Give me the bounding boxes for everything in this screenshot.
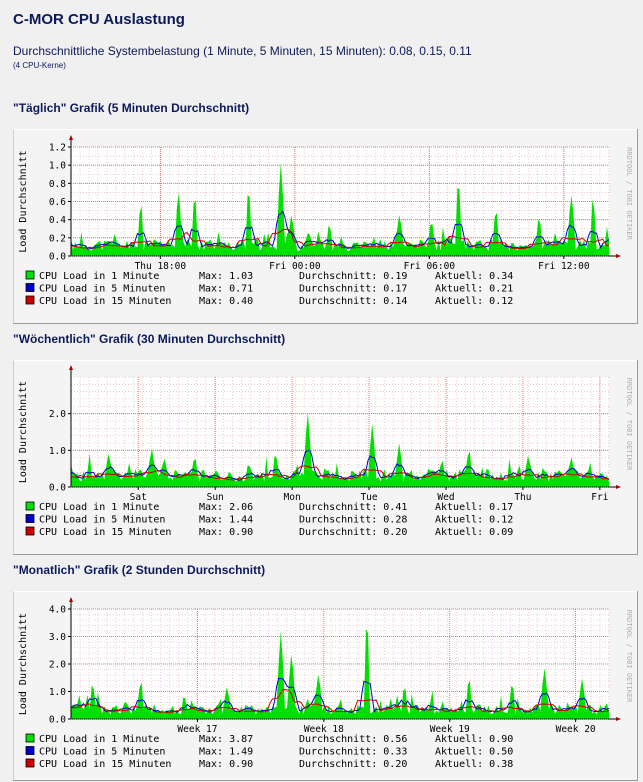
- rrdtool-watermark: RRDTOOL / TOBI OETIKER: [625, 378, 633, 472]
- legend-avg: Durchschnitt: 0.41: [299, 502, 407, 513]
- rrdtool-watermark: RRDTOOL / TOBI OETIKER: [625, 147, 633, 241]
- legend-series-name: CPU Load in 15 Minuten: [39, 296, 171, 307]
- x-tick-label: Wed: [437, 492, 454, 503]
- y-tick-label: 0.8: [49, 179, 66, 190]
- y-tick-label: 1.0: [49, 687, 66, 698]
- y-tick-label: 2.0: [49, 409, 66, 420]
- x-tick-label: Thu 18:00: [135, 261, 187, 272]
- legend-max: Max: 1.49: [199, 747, 253, 758]
- legend-current: Aktuell: 0.34: [435, 271, 513, 282]
- x-tick-label: Week 18: [304, 724, 344, 735]
- legend-swatch: [25, 733, 35, 743]
- legend-current: Aktuell: 0.50: [435, 747, 513, 758]
- y-tick-label: 2.0: [49, 660, 66, 671]
- x-tick-label: Fri 12:00: [538, 261, 590, 272]
- y-tick-label: 0.6: [49, 197, 66, 208]
- cpu-cores-note: (4 CPU-Kerne): [13, 61, 66, 70]
- legend-max: Max: 0.90: [199, 759, 253, 770]
- weekly-chart-title: "Wöchentlich" Grafik (30 Minuten Durchsc…: [13, 332, 286, 346]
- x-tick-label: Week 17: [177, 724, 217, 735]
- rrdtool-watermark: RRDTOOL / TOBI OETIKER: [625, 610, 633, 704]
- system-load-label: Durchschnittliche Systembelastung (1 Min…: [13, 44, 390, 58]
- series-1-minute-area: [71, 629, 609, 719]
- legend-max: Max: 1.44: [199, 515, 253, 526]
- series-15-minutes-line: [70, 465, 610, 481]
- legend-max: Max: 1.03: [199, 271, 253, 282]
- legend-series-name: CPU Load in 5 Minuten: [39, 284, 165, 295]
- series-1-minute-area: [71, 412, 609, 487]
- legend-avg: Durchschnitt: 0.17: [299, 284, 407, 295]
- x-tick-label: Sun: [207, 492, 224, 503]
- x-tick-label: Tue: [360, 492, 377, 503]
- y-tick-label: 0.2: [49, 233, 66, 244]
- legend-swatch: [25, 270, 35, 280]
- legend-series-name: CPU Load in 5 Minuten: [39, 747, 165, 758]
- x-tick-label: Fri 00:00: [269, 261, 321, 272]
- monthly-chart-title: "Monatlich" Grafik (2 Stunden Durchschni…: [13, 563, 266, 577]
- x-tick-label: Fri: [591, 492, 608, 503]
- y-axis-label: Load Durchschnitt: [18, 613, 29, 715]
- legend-avg: Durchschnitt: 0.20: [299, 527, 407, 538]
- legend-avg: Durchschnitt: 0.28: [299, 515, 407, 526]
- legend-avg: Durchschnitt: 0.20: [299, 759, 407, 770]
- x-tick-label: Fri 06:00: [404, 261, 456, 272]
- x-tick-label: Thu: [514, 492, 531, 503]
- weekly-chart: 0.0 1.0 2.0 Sat Sun Mon Tue Wed Thu Fri Load Durch…: [13, 360, 638, 555]
- y-axis-label: Load Durchschnitt: [18, 150, 29, 252]
- legend-current: Aktuell: 0.12: [435, 296, 513, 307]
- y-tick-label: 4.0: [49, 605, 66, 616]
- legend-swatch: [25, 501, 35, 511]
- legend-series-name: CPU Load in 5 Minuten: [39, 515, 165, 526]
- legend-avg: Durchschnitt: 0.33: [299, 747, 407, 758]
- legend-max: Max: 3.87: [199, 734, 253, 745]
- series-15-minutes-line: [70, 689, 610, 714]
- legend-series-name: CPU Load in 15 Minuten: [39, 759, 171, 770]
- legend-current: Aktuell: 0.21: [435, 284, 513, 295]
- legend-swatch: [25, 758, 35, 768]
- series-5-minutes-line: [70, 449, 610, 481]
- legend-avg: Durchschnitt: 0.56: [299, 734, 407, 745]
- legend-swatch: [25, 295, 35, 305]
- x-tick-label: Week 20: [556, 724, 596, 735]
- legend-swatch: [25, 514, 35, 523]
- legend-current: Aktuell: 0.90: [435, 734, 513, 745]
- legend-swatch: [25, 746, 35, 755]
- y-axis-label: Load Durchschnitt: [18, 381, 29, 483]
- legend-series-name: CPU Load in 15 Minuten: [39, 527, 171, 538]
- system-load-summary: Durchschnittliche Systembelastung (1 Min…: [13, 44, 472, 58]
- y-tick-label: 0.0: [49, 483, 66, 494]
- legend-current: Aktuell: 0.17: [435, 502, 513, 513]
- legend-max: Max: 0.40: [199, 296, 253, 307]
- x-tick-label: Week 19: [430, 724, 470, 735]
- monthly-chart: 0.0 1.0 2.0 3.0 4.0 Week 17 Week 18 Week 19 Week…: [13, 591, 638, 781]
- y-tick-label: 1.0: [49, 446, 66, 457]
- legend-series-name: CPU Load in 1 Minute: [39, 502, 159, 513]
- system-load-values: 0.08, 0.15, 0.11: [389, 44, 472, 58]
- series-5-minutes-line: [70, 210, 610, 250]
- y-tick-label: 0.0: [49, 715, 66, 726]
- legend-series-name: CPU Load in 1 Minute: [39, 734, 159, 745]
- legend-max: Max: 2.06: [199, 502, 253, 513]
- y-tick-label: 0.0: [49, 252, 66, 263]
- legend-series-name: CPU Load in 1 Minute: [39, 271, 159, 282]
- y-tick-label: 1.0: [49, 161, 66, 172]
- legend-swatch: [25, 283, 35, 292]
- series-15-minutes-line: [70, 228, 610, 250]
- legend-current: Aktuell: 0.12: [435, 515, 513, 526]
- legend-max: Max: 0.71: [199, 284, 253, 295]
- x-tick-label: Sat: [130, 492, 147, 503]
- page-title: C-MOR CPU Auslastung: [13, 11, 185, 28]
- daily-chart: 0.0 0.2 0.4 0.6 0.8 1.0 1.2 Thu 18:00 Fri 00:00 F…: [13, 129, 638, 324]
- legend-avg: Durchschnitt: 0.19: [299, 271, 407, 282]
- legend-max: Max: 0.90: [199, 527, 253, 538]
- y-tick-label: 1.2: [49, 143, 66, 154]
- y-tick-label: 3.0: [49, 632, 66, 643]
- legend-swatch: [25, 526, 35, 536]
- legend-current: Aktuell: 0.38: [435, 759, 513, 770]
- y-tick-label: 0.4: [49, 215, 66, 226]
- legend-avg: Durchschnitt: 0.14: [299, 296, 407, 307]
- x-tick-label: Mon: [284, 492, 301, 503]
- legend-current: Aktuell: 0.09: [435, 527, 513, 538]
- daily-chart-title: "Täglich" Grafik (5 Minuten Durchschnitt…: [13, 101, 250, 115]
